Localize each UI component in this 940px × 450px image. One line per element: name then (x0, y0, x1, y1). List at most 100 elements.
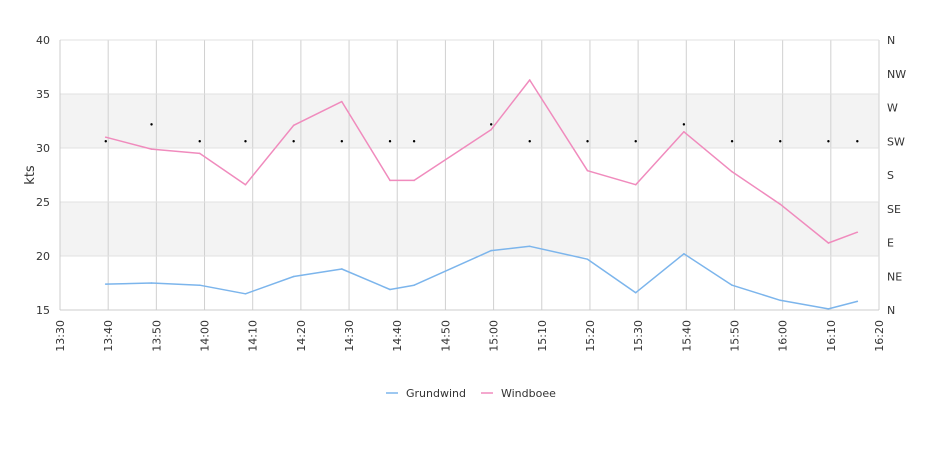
x-tick-label-16: 16:10 (825, 320, 838, 352)
direction-point-12 (682, 123, 686, 126)
data-point-grundwind-10 (586, 258, 589, 261)
direction-point-13 (730, 140, 734, 143)
data-point-grundwind-12 (683, 253, 685, 255)
data-point-windboee-2 (198, 152, 201, 155)
plot-band-0 (60, 202, 879, 256)
direction-tick-label-3: SE (887, 203, 901, 216)
direction-point-14 (779, 140, 782, 143)
direction-point-11 (634, 140, 637, 143)
plot-frame (59, 40, 879, 311)
y-axis-labels: 15 20 25 30 35 40 (36, 34, 50, 317)
direction-point-16 (856, 140, 859, 143)
direction-point-10 (586, 140, 589, 143)
direction-tick-label-8: N (887, 34, 895, 47)
data-point-grundwind-5 (341, 268, 343, 270)
data-point-grundwind-1 (150, 282, 153, 284)
data-point-windboee-6 (389, 179, 391, 182)
direction-point-2 (198, 140, 201, 143)
data-point-grundwind-2 (198, 284, 201, 286)
x-axis-labels: 13:30 13:40 13:50 14:00 14:10 14:20 14:30 14:40… (54, 320, 886, 352)
data-point-grundwind-15 (827, 308, 830, 310)
data-point-grundwind-9 (528, 245, 531, 248)
direction-tick-label-2: E (887, 237, 894, 250)
plot-band-1 (60, 94, 879, 148)
direction-point-8 (489, 123, 493, 126)
data-point-windboee-11 (634, 183, 637, 186)
y-tick-label-1: 20 (36, 250, 50, 263)
data-point-grundwind-4 (292, 275, 295, 278)
direction-tick-label-0: N (887, 304, 895, 317)
direction-point-3 (244, 140, 247, 143)
data-point-grundwind-16 (856, 300, 859, 303)
legend-item-grundwind[interactable]: Grundwind (386, 387, 466, 400)
data-point-windboee-16 (856, 231, 859, 234)
x-tick-label-10: 15:10 (536, 320, 549, 352)
direction-points (104, 123, 859, 143)
x-tick-label-12: 15:30 (632, 320, 645, 352)
legend-label-0: Grundwind (406, 387, 466, 400)
data-point-windboee-9 (528, 79, 531, 81)
x-gridlines (59, 40, 880, 310)
direction-point-4 (292, 140, 295, 143)
data-point-windboee-3 (244, 183, 247, 186)
direction-point-7 (412, 140, 416, 143)
x-tick-label-2: 13:50 (150, 320, 163, 352)
legend-item-windboee[interactable]: Windboee (480, 387, 556, 400)
x-tick-label-15: 16:00 (777, 320, 790, 352)
x-tick-label-4: 14:10 (247, 320, 260, 352)
data-point-grundwind-3 (244, 293, 247, 295)
x-tick-label-9: 15:00 (488, 320, 501, 352)
x-tick-label-13: 15:40 (680, 320, 693, 352)
direction-tick-label-7: NW (887, 68, 906, 81)
x-tick-label-8: 14:50 (439, 320, 452, 352)
y-tick-label-3: 30 (36, 142, 50, 155)
x-tick-label-5: 14:20 (295, 320, 308, 352)
x-tick-label-3: 14:00 (199, 320, 212, 352)
x-tick-label-14: 15:50 (728, 320, 741, 352)
data-point-windboee-15 (827, 242, 830, 244)
x-tick-label-7: 14:40 (391, 320, 404, 352)
direction-point-6 (388, 140, 392, 143)
direction-point-1 (150, 123, 153, 126)
series-lines (104, 79, 859, 310)
data-point-windboee-7 (413, 179, 415, 182)
direction-point-5 (340, 140, 344, 143)
plot-bands (60, 94, 879, 256)
data-point-grundwind-14 (779, 299, 782, 302)
data-point-windboee-0 (104, 136, 107, 138)
y-tick-label-2: 25 (36, 196, 50, 209)
data-point-windboee-12 (683, 131, 685, 133)
y-gridlines (60, 39, 879, 311)
direction-tick-label-4: S (887, 169, 894, 182)
data-point-windboee-5 (341, 100, 343, 103)
direction-point-0 (104, 140, 107, 143)
direction-tick-label-6: W (887, 102, 898, 115)
direction-point-15 (827, 140, 830, 143)
data-point-windboee-13 (731, 170, 733, 173)
x-tick-label-11: 15:20 (584, 320, 597, 352)
direction-axis-labels: N NE E SE S SW W NW N (887, 34, 906, 317)
data-point-windboee-8 (490, 128, 492, 131)
data-point-grundwind-13 (731, 284, 733, 286)
x-tick-label-6: 14:30 (343, 320, 356, 352)
legend-label-1: Windboee (501, 387, 556, 400)
data-point-windboee-1 (150, 148, 153, 150)
direction-point-9 (528, 140, 531, 143)
data-point-grundwind-7 (413, 284, 415, 286)
legend[interactable]: Grundwind Windboee (386, 387, 556, 400)
data-point-grundwind-11 (634, 291, 637, 294)
x-tick-label-1: 13:40 (102, 320, 115, 352)
y-tick-label-0: 15 (36, 304, 50, 317)
data-point-grundwind-0 (104, 283, 107, 285)
y-axis-title: kts (23, 165, 38, 185)
y-tick-label-4: 35 (36, 88, 50, 101)
data-point-windboee-4 (292, 124, 295, 127)
x-tick-label-17: 16:20 (873, 320, 886, 352)
x-tick-label-0: 13:30 (54, 320, 67, 352)
data-point-grundwind-6 (389, 288, 391, 291)
y-tick-label-5: 40 (36, 34, 50, 47)
data-point-windboee-10 (586, 169, 589, 172)
data-point-grundwind-8 (490, 249, 492, 252)
direction-tick-label-5: SW (887, 135, 905, 148)
